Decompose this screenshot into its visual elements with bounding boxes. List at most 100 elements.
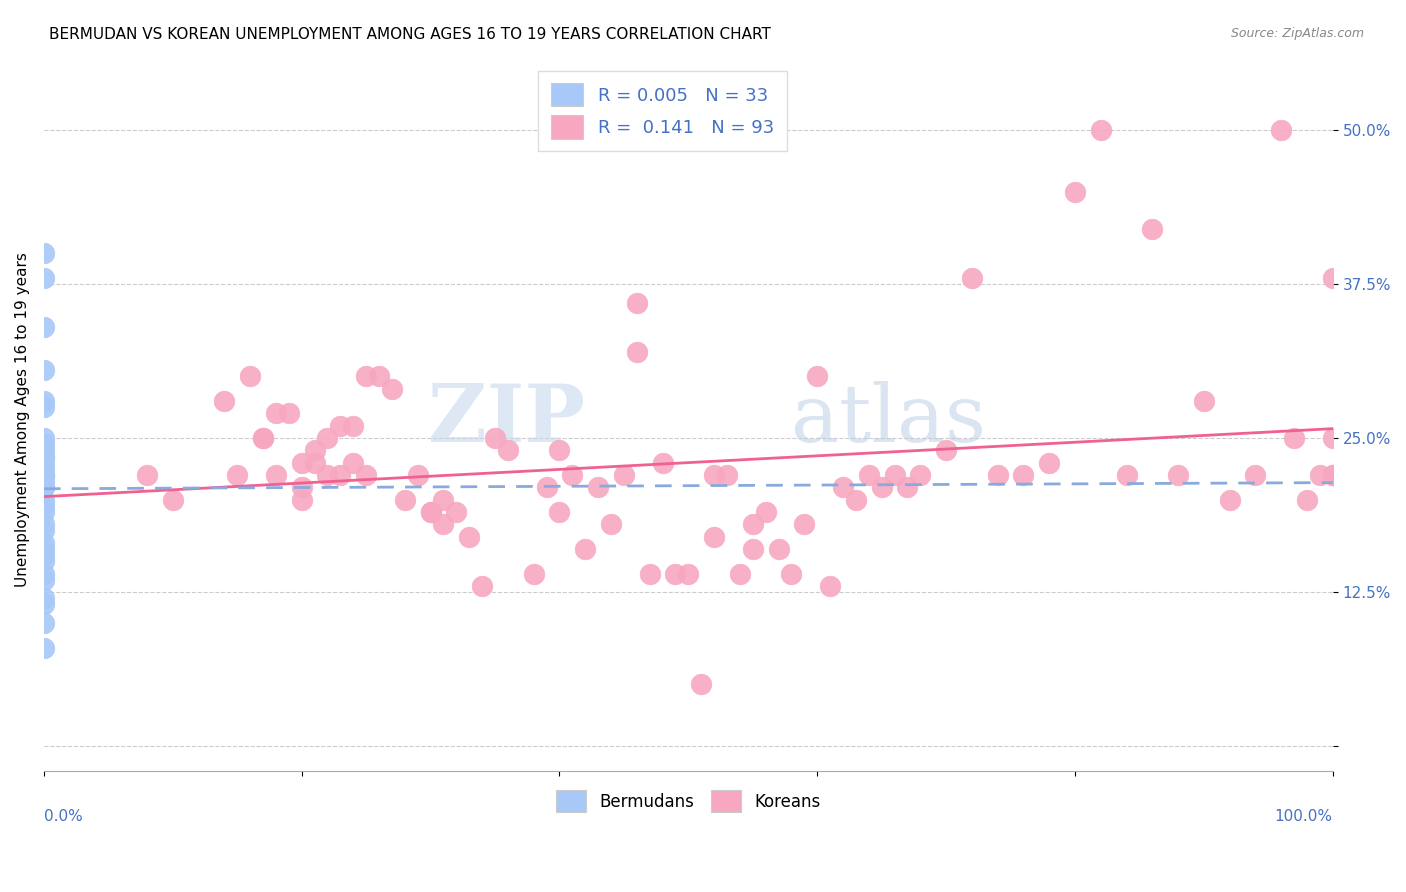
Point (32, 591, 55, 606)
Point (136, 468, 159, 483)
Point (32, 524, 55, 538)
Text: ZIP: ZIP (429, 381, 585, 458)
Point (471, 579, 494, 593)
Point (226, 468, 249, 483)
Point (316, 468, 339, 483)
Text: 0.0%: 0.0% (44, 809, 83, 824)
Point (1115, 468, 1137, 483)
Point (32, 541, 55, 556)
Point (32, 480, 55, 494)
Point (32, 443, 55, 458)
Point (1219, 492, 1241, 507)
Y-axis label: Unemployment Among Ages 16 to 19 years: Unemployment Among Ages 16 to 19 years (15, 252, 30, 587)
Point (741, 541, 763, 556)
Point (432, 517, 454, 532)
Point (354, 468, 377, 483)
Point (406, 468, 429, 483)
Point (32, 536, 55, 550)
Point (1012, 468, 1035, 483)
Point (870, 480, 893, 494)
Point (32, 320, 55, 334)
Point (354, 369, 377, 384)
Point (32, 401, 55, 415)
Text: atlas: atlas (792, 381, 987, 458)
Point (252, 431, 274, 445)
Point (883, 468, 905, 483)
Point (32, 271, 55, 285)
Point (1322, 468, 1344, 483)
Point (818, 579, 841, 593)
Point (381, 382, 404, 396)
Point (32, 640, 55, 655)
Point (1322, 431, 1344, 445)
Point (291, 492, 314, 507)
Point (484, 431, 506, 445)
Point (1244, 468, 1267, 483)
Point (626, 295, 648, 310)
Point (1322, 271, 1344, 285)
Point (329, 468, 352, 483)
Point (806, 369, 828, 384)
Point (638, 566, 661, 581)
Point (32, 462, 55, 476)
Point (432, 492, 454, 507)
Point (960, 271, 983, 285)
Point (793, 517, 815, 532)
Point (1167, 468, 1189, 483)
Point (32, 450, 55, 464)
Point (277, 407, 299, 421)
Point (755, 505, 778, 519)
Point (832, 480, 855, 494)
Point (316, 431, 339, 445)
Point (496, 443, 519, 458)
Point (214, 394, 236, 409)
Point (548, 443, 571, 458)
Point (264, 468, 287, 483)
Point (626, 344, 648, 359)
Point (1322, 468, 1344, 483)
Point (32, 468, 55, 483)
Point (1282, 431, 1305, 445)
Point (536, 480, 558, 494)
Point (32, 437, 55, 451)
Point (342, 456, 364, 470)
Point (845, 492, 868, 507)
Point (716, 468, 738, 483)
Point (419, 505, 441, 519)
Point (586, 480, 609, 494)
Point (1309, 468, 1331, 483)
Point (664, 566, 686, 581)
Point (394, 492, 416, 507)
Point (728, 566, 751, 581)
Point (32, 505, 55, 519)
Point (1192, 394, 1215, 409)
Point (613, 468, 636, 483)
Point (32, 492, 55, 507)
Point (446, 505, 468, 519)
Point (600, 517, 623, 532)
Point (703, 530, 725, 544)
Point (291, 480, 314, 494)
Text: Source: ZipAtlas.com: Source: ZipAtlas.com (1230, 27, 1364, 40)
Point (768, 541, 790, 556)
Point (162, 492, 184, 507)
Point (1322, 468, 1344, 483)
Point (561, 468, 583, 483)
Point (252, 431, 274, 445)
Point (32, 474, 55, 488)
Point (291, 456, 314, 470)
Point (32, 394, 55, 409)
Point (32, 566, 55, 581)
Point (1064, 185, 1087, 199)
Point (32, 573, 55, 587)
Point (896, 480, 918, 494)
Point (574, 541, 596, 556)
Point (548, 505, 571, 519)
Point (32, 431, 55, 445)
Text: BERMUDAN VS KOREAN UNEMPLOYMENT AMONG AGES 16 TO 19 YEARS CORRELATION CHART: BERMUDAN VS KOREAN UNEMPLOYMENT AMONG AG… (49, 27, 770, 42)
Point (910, 468, 932, 483)
Point (703, 468, 725, 483)
Point (32, 499, 55, 513)
Point (419, 505, 441, 519)
Point (651, 456, 673, 470)
